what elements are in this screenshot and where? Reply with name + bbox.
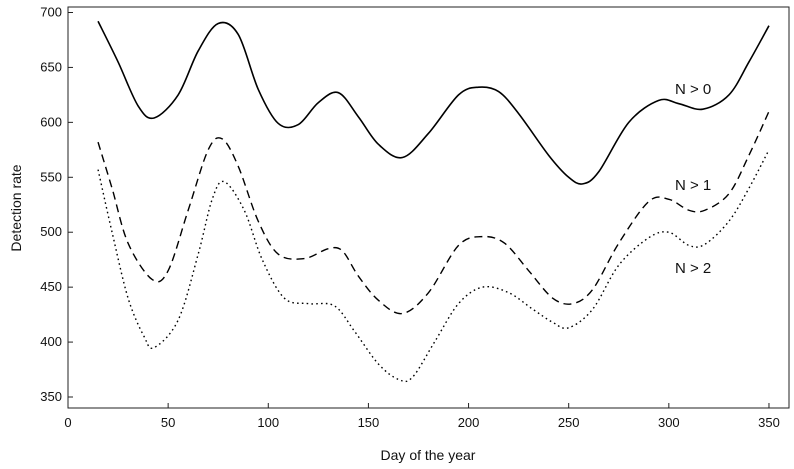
y-tick-label: 350 (40, 389, 62, 404)
x-tick-label: 0 (64, 415, 71, 430)
series-label-n0: N > 0 (675, 81, 711, 98)
series-line-n1 (98, 111, 769, 313)
y-tick-label: 650 (40, 59, 62, 74)
y-tick-label: 500 (40, 224, 62, 239)
x-axis-title: Day of the year (381, 447, 476, 463)
series-label-n1: N > 1 (675, 177, 711, 194)
y-tick-label: 450 (40, 279, 62, 294)
y-tick-label: 700 (40, 4, 62, 19)
x-tick-label: 350 (758, 415, 780, 430)
y-tick-label: 400 (40, 334, 62, 349)
series-line-n0 (98, 21, 769, 184)
y-axis-title: Detection rate (8, 164, 24, 251)
series-lines (98, 21, 769, 381)
x-tick-label: 100 (257, 415, 279, 430)
series-line-n2 (98, 150, 769, 382)
x-tick-label: 50 (161, 415, 175, 430)
series-label-n2: N > 2 (675, 260, 711, 277)
x-tick-label: 300 (658, 415, 680, 430)
plot-frame (68, 7, 789, 408)
y-tick-label: 600 (40, 114, 62, 129)
x-tick-label: 200 (458, 415, 480, 430)
y-tick-label: 550 (40, 169, 62, 184)
x-axis-ticks: 0 50 100 150 200 250 300 350 (64, 403, 779, 430)
x-tick-label: 150 (358, 415, 380, 430)
x-tick-label: 250 (558, 415, 580, 430)
